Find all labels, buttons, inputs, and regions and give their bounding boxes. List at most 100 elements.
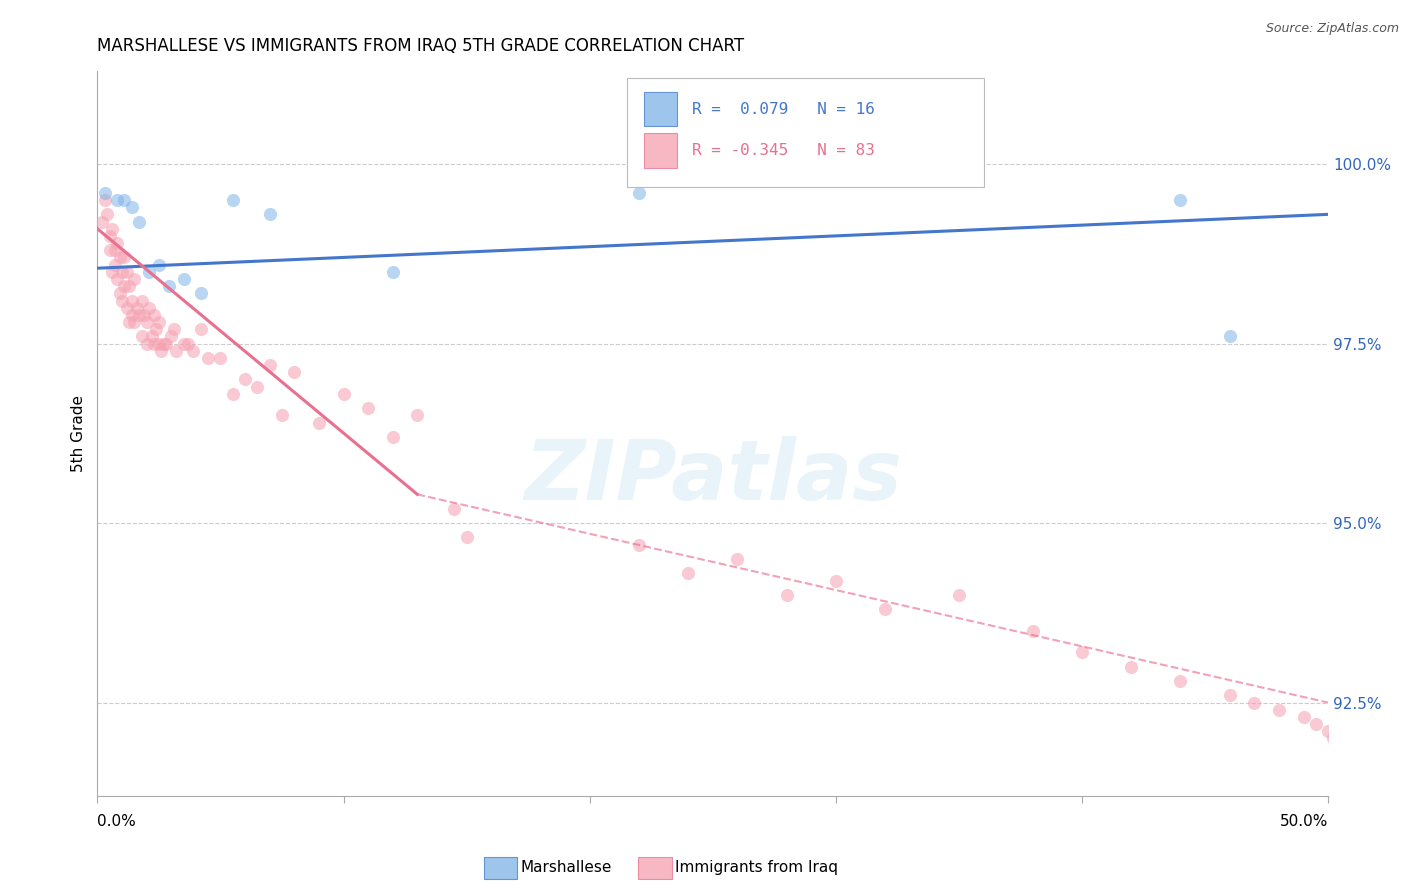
Point: [381, 430, 404, 444]
Point: [141, 329, 163, 343]
Point: [197, 351, 219, 365]
Point: [138, 301, 160, 315]
Point: [1317, 724, 1340, 739]
Point: [627, 186, 650, 200]
Point: [308, 416, 330, 430]
Point: [1071, 645, 1094, 659]
Point: [357, 401, 380, 416]
Point: [103, 244, 125, 258]
Point: [160, 329, 183, 343]
Point: [177, 336, 200, 351]
Point: [131, 329, 153, 343]
Point: [1170, 193, 1192, 207]
Point: [725, 552, 748, 566]
Point: [135, 315, 157, 329]
Point: [1292, 710, 1315, 724]
FancyBboxPatch shape: [644, 92, 678, 127]
Point: [150, 343, 173, 358]
Point: [173, 336, 195, 351]
Point: [148, 315, 170, 329]
Point: [209, 351, 232, 365]
Point: [1121, 659, 1143, 673]
Point: [112, 279, 135, 293]
Point: [124, 272, 146, 286]
Point: [1329, 739, 1351, 753]
Text: Immigrants from Iraq: Immigrants from Iraq: [675, 861, 838, 875]
Text: 50.0%: 50.0%: [1279, 814, 1329, 829]
Point: [183, 343, 205, 358]
Point: [121, 293, 143, 308]
Point: [259, 358, 281, 372]
Point: [111, 265, 134, 279]
Text: R =  0.079   N = 16: R = 0.079 N = 16: [692, 102, 875, 117]
Point: [775, 588, 797, 602]
Point: [406, 409, 429, 423]
Point: [91, 214, 114, 228]
Text: Marshallese: Marshallese: [520, 861, 612, 875]
Point: [93, 186, 115, 200]
Point: [131, 293, 153, 308]
Text: R = -0.345   N = 83: R = -0.345 N = 83: [692, 143, 875, 158]
Point: [271, 409, 294, 423]
Point: [96, 207, 118, 221]
Point: [148, 258, 170, 272]
Point: [157, 279, 180, 293]
Point: [190, 286, 212, 301]
Point: [128, 214, 150, 228]
Point: [105, 272, 128, 286]
Point: [948, 588, 970, 602]
Point: [121, 308, 143, 322]
Point: [105, 193, 128, 207]
Point: [153, 336, 176, 351]
Point: [135, 336, 157, 351]
Point: [103, 258, 125, 272]
Point: [456, 531, 478, 545]
Point: [155, 336, 177, 351]
Point: [145, 322, 167, 336]
Point: [222, 193, 245, 207]
Point: [125, 301, 148, 315]
Point: [108, 251, 131, 265]
Point: [824, 574, 846, 588]
Point: [121, 200, 143, 214]
Point: [134, 308, 156, 322]
Text: MARSHALLESE VS IMMIGRANTS FROM IRAQ 5TH GRADE CORRELATION CHART: MARSHALLESE VS IMMIGRANTS FROM IRAQ 5TH …: [97, 37, 744, 55]
Point: [1170, 674, 1192, 689]
Point: [108, 286, 131, 301]
Point: [165, 343, 187, 358]
Point: [1305, 717, 1327, 731]
Point: [1243, 696, 1265, 710]
Point: [111, 293, 134, 308]
Point: [143, 336, 166, 351]
Point: [1322, 731, 1344, 746]
Point: [163, 322, 186, 336]
Point: [105, 235, 128, 250]
Point: [1219, 329, 1241, 343]
Point: [190, 322, 212, 336]
Point: [101, 265, 124, 279]
Point: [128, 308, 150, 322]
Text: Source: ZipAtlas.com: Source: ZipAtlas.com: [1265, 22, 1399, 36]
Point: [222, 387, 245, 401]
Point: [1219, 689, 1241, 703]
Point: [98, 228, 121, 243]
Point: [443, 501, 465, 516]
Point: [259, 207, 281, 221]
Point: [101, 221, 124, 235]
Y-axis label: 5th Grade: 5th Grade: [72, 395, 86, 472]
Point: [233, 372, 256, 386]
Point: [115, 265, 138, 279]
Point: [332, 387, 354, 401]
FancyBboxPatch shape: [644, 134, 678, 168]
Point: [118, 315, 141, 329]
Text: ZIPatlas: ZIPatlas: [524, 436, 901, 517]
Text: 0.0%: 0.0%: [97, 814, 136, 829]
Point: [283, 365, 305, 379]
Point: [627, 538, 650, 552]
Point: [143, 308, 166, 322]
Point: [112, 251, 135, 265]
Point: [98, 244, 121, 258]
Point: [246, 379, 269, 393]
Point: [115, 301, 138, 315]
Point: [173, 272, 195, 286]
